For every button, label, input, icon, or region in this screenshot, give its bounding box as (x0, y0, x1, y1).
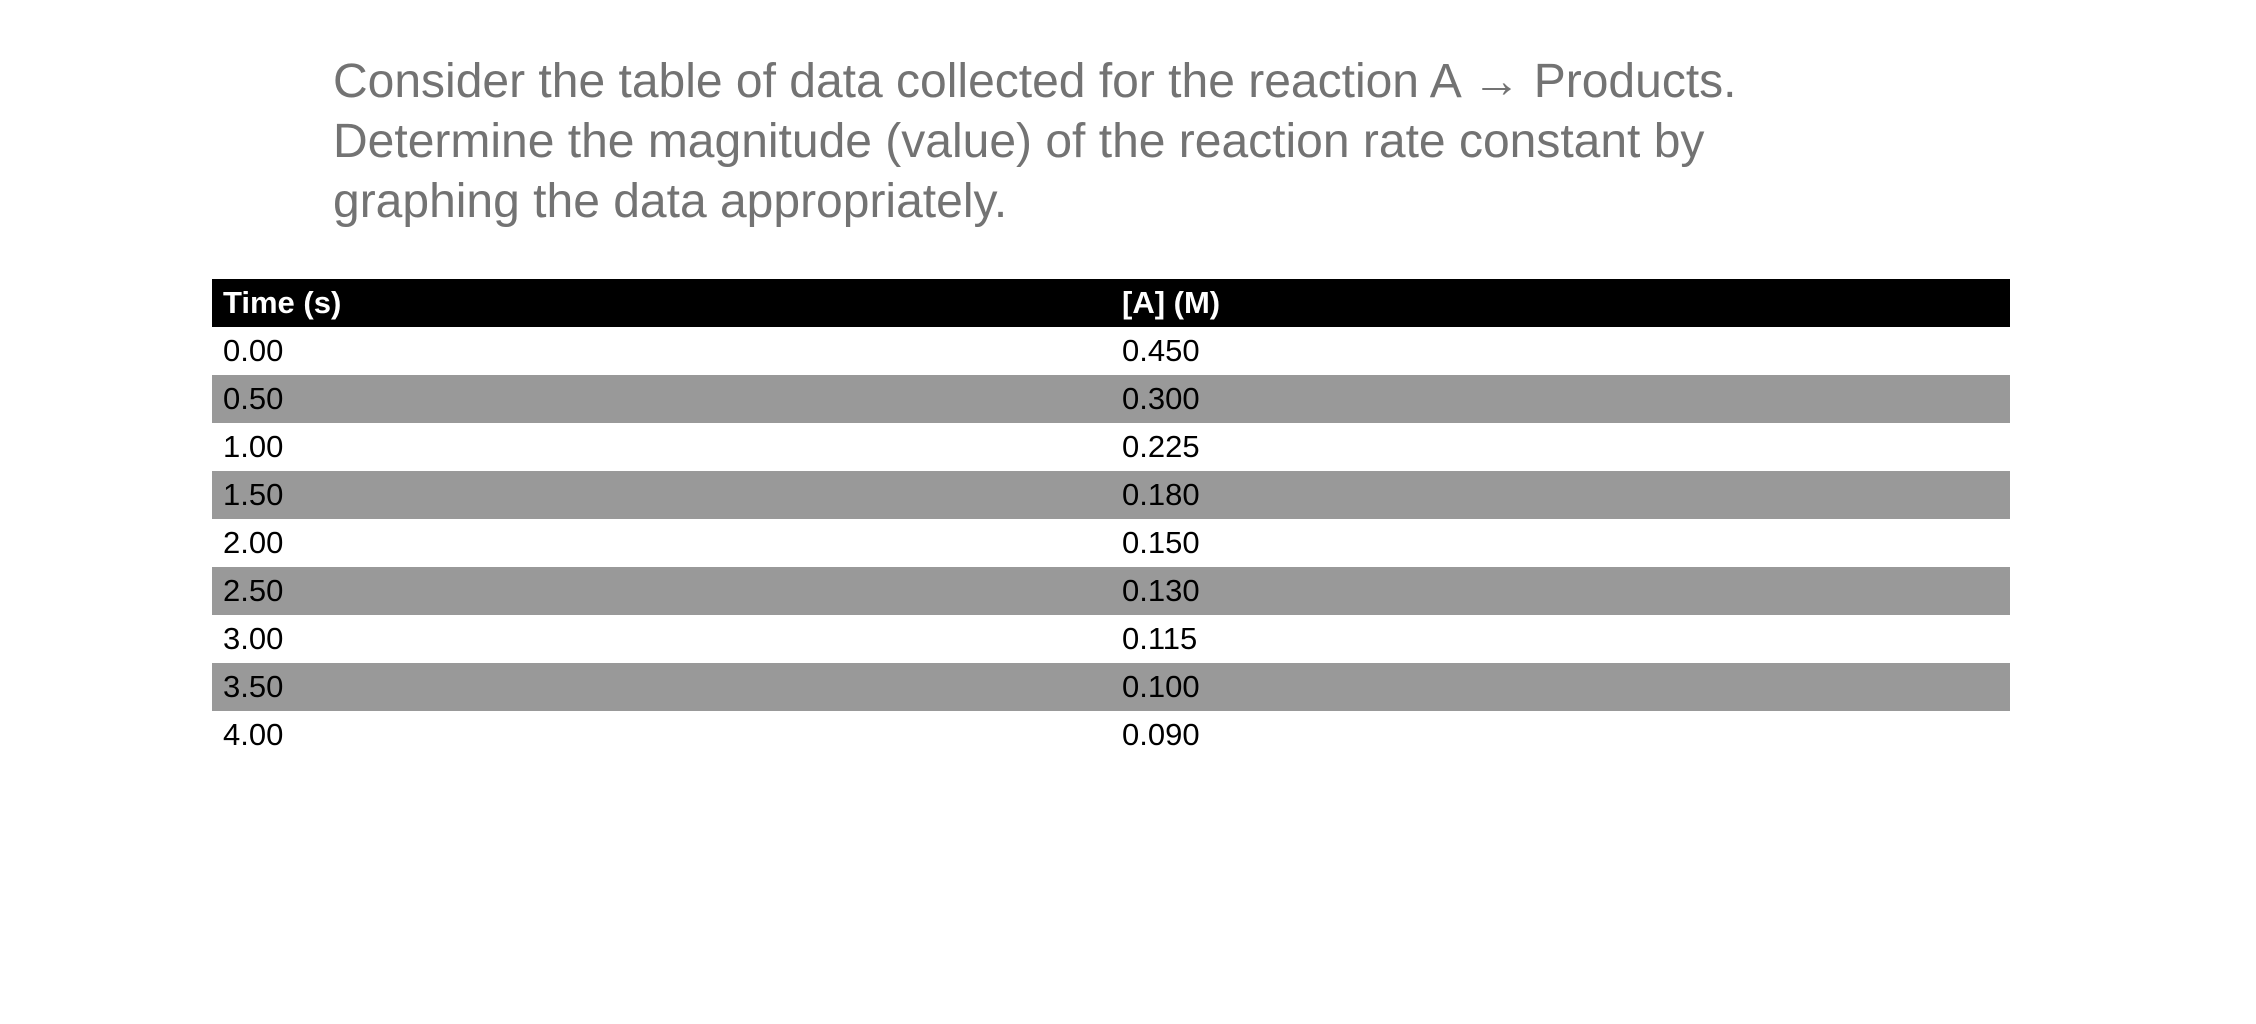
time-cell: 0.00 (223, 333, 284, 368)
table-row: 0.50 0.300 (212, 375, 2010, 423)
time-cell: 4.00 (223, 717, 284, 752)
question-line-1: Consider the table of data collected for… (333, 55, 1737, 108)
time-cell: 1.50 (223, 477, 284, 512)
data-table: Time (s) [A] (M) 0.00 0.450 0.50 0.300 1… (212, 279, 2010, 759)
question-line-2: Determine the magnitude (value) of the r… (333, 115, 1705, 168)
table-row: 0.00 0.450 (212, 327, 2010, 375)
time-cell: 2.50 (223, 573, 284, 608)
concentration-cell: 0.090 (1122, 717, 1200, 752)
concentration-cell: 0.150 (1122, 525, 1200, 560)
table-row: 4.00 0.090 (212, 711, 2010, 759)
table-header-row: Time (s) [A] (M) (212, 279, 2010, 327)
concentration-cell: 0.180 (1122, 477, 1200, 512)
time-cell: 1.00 (223, 429, 284, 464)
concentration-cell: 0.300 (1122, 381, 1200, 416)
table-row: 2.00 0.150 (212, 519, 2010, 567)
concentration-cell: 0.225 (1122, 429, 1200, 464)
concentration-cell: 0.130 (1122, 573, 1200, 608)
table-row: 1.00 0.225 (212, 423, 2010, 471)
table-header-time: Time (s) (223, 285, 342, 320)
table-header-concentration: [A] (M) (1122, 285, 1221, 320)
table-row: 3.00 0.115 (212, 615, 2010, 663)
time-cell: 0.50 (223, 381, 284, 416)
concentration-cell: 0.450 (1122, 333, 1200, 368)
time-cell: 3.50 (223, 669, 284, 704)
table-row: 2.50 0.130 (212, 567, 2010, 615)
question-text: Consider the table of data collected for… (333, 52, 1933, 232)
table-row: 3.50 0.100 (212, 663, 2010, 711)
time-cell: 3.00 (223, 621, 284, 656)
concentration-cell: 0.115 (1122, 621, 1198, 656)
table-row: 1.50 0.180 (212, 471, 2010, 519)
time-cell: 2.00 (223, 525, 284, 560)
question-line-3: graphing the data appropriately. (333, 175, 1008, 228)
concentration-cell: 0.100 (1122, 669, 1200, 704)
